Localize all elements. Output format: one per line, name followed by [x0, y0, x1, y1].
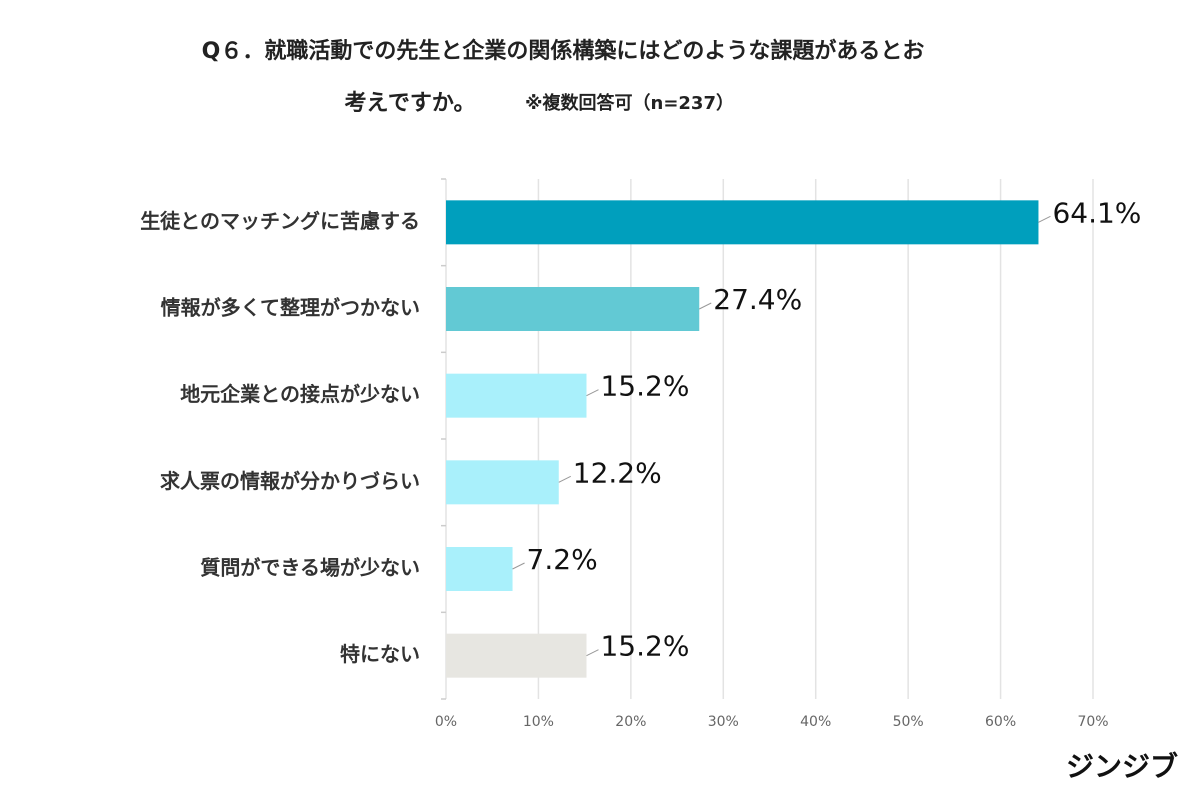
category-label: 質問ができる場が少ない	[200, 556, 420, 580]
leader-line	[558, 475, 571, 483]
category-label: 求人票の情報が分かりづらい	[160, 469, 420, 493]
x-tick-label: 10%	[523, 714, 554, 730]
leader-line	[699, 302, 712, 310]
x-tick-label: 40%	[800, 714, 831, 730]
value-label: 15.2%	[600, 630, 689, 663]
x-tick-label: 0%	[435, 714, 457, 730]
brand-logo: ジンジブ	[1066, 750, 1178, 783]
category-label: 特にない	[340, 642, 420, 666]
bar	[446, 460, 559, 505]
category-label: 情報が多くて整理がつかない	[161, 296, 420, 320]
category-label: 地元企業との接点が少ない	[180, 382, 420, 406]
chart-title: 考えですか。	[345, 91, 476, 116]
x-tick-label: 50%	[893, 714, 924, 730]
value-label: 7.2%	[527, 543, 598, 576]
x-tick-label: 30%	[708, 714, 739, 730]
x-tick-label: 20%	[615, 714, 646, 730]
category-label: 生徒とのマッチングに苦慮する	[140, 209, 420, 233]
chart-title: Q６．就職活動での先生と企業の関係構築にはどのような課題があるとお	[202, 38, 925, 64]
value-label: 27.4%	[713, 283, 802, 316]
leader-line	[1038, 215, 1051, 223]
x-tick-label: 70%	[1077, 714, 1108, 730]
leader-line	[586, 649, 599, 657]
value-label: 12.2%	[573, 456, 662, 489]
bar	[446, 200, 1039, 245]
x-tick-label: 60%	[985, 714, 1016, 730]
leader-line	[586, 389, 599, 397]
bar	[446, 373, 587, 418]
value-label: 64.1%	[1052, 196, 1141, 229]
bar	[446, 287, 700, 331]
bar	[446, 547, 513, 591]
value-label: 15.2%	[600, 370, 689, 403]
bar	[446, 633, 587, 678]
chart-subtitle: ※複数回答可（n=237）	[525, 92, 734, 114]
leader-line	[512, 562, 525, 570]
